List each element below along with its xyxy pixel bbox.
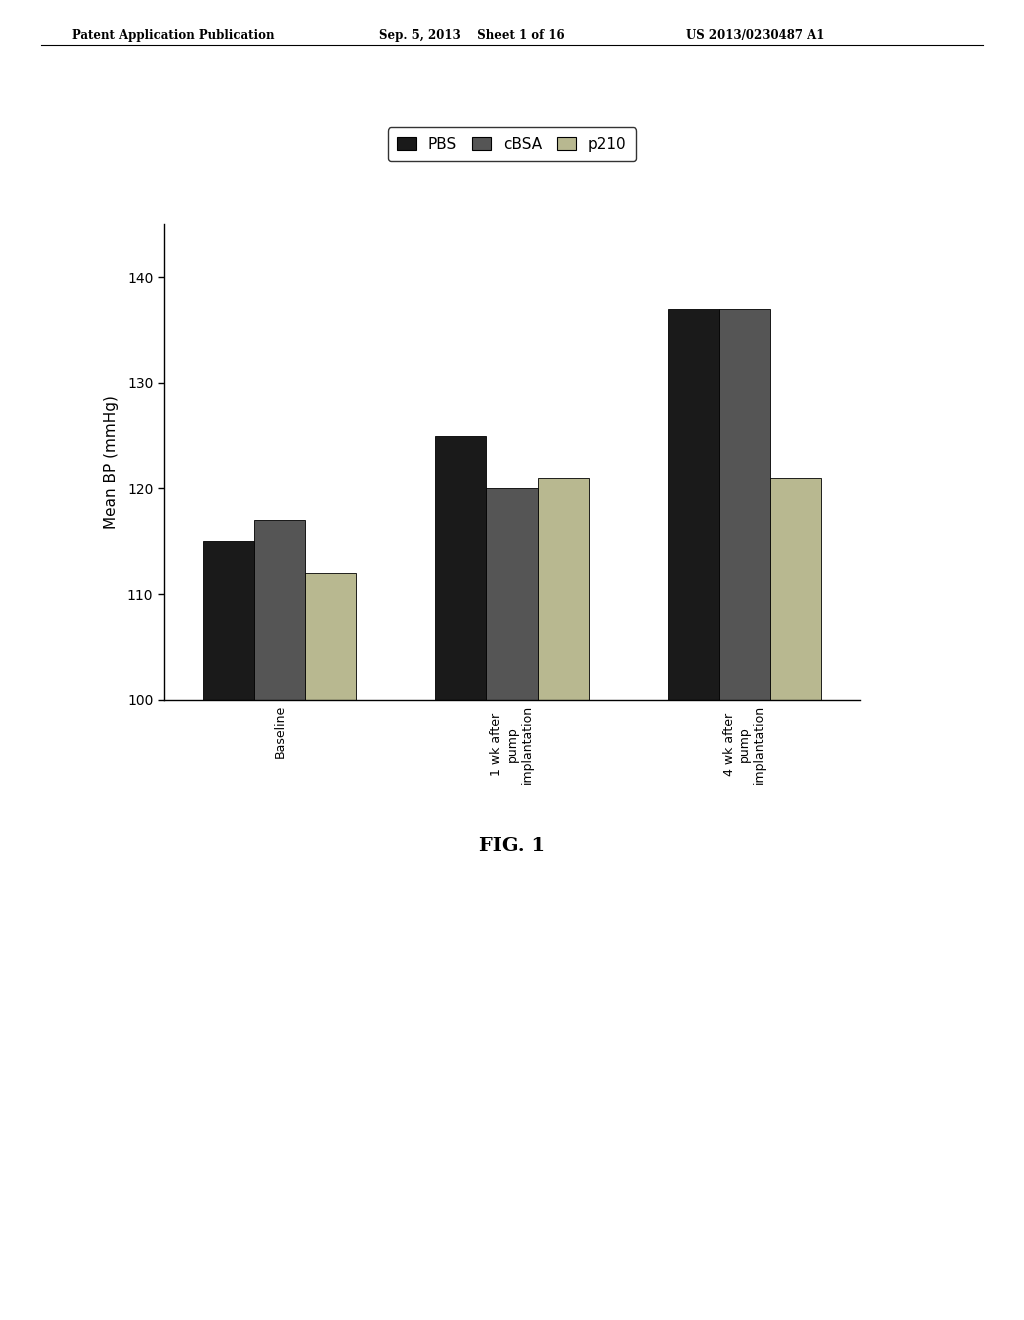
Bar <box>204 541 254 700</box>
Text: Sep. 5, 2013    Sheet 1 of 16: Sep. 5, 2013 Sheet 1 of 16 <box>379 29 564 42</box>
Bar <box>770 478 820 700</box>
Y-axis label: Mean BP (mmHg): Mean BP (mmHg) <box>103 395 119 529</box>
Text: FIG. 1: FIG. 1 <box>479 837 545 855</box>
Bar <box>668 309 719 700</box>
Legend: PBS, cBSA, p210: PBS, cBSA, p210 <box>388 128 636 161</box>
Bar <box>538 478 589 700</box>
Bar <box>435 436 486 700</box>
Text: US 2013/0230487 A1: US 2013/0230487 A1 <box>686 29 824 42</box>
Bar <box>719 309 770 700</box>
Bar <box>254 520 305 700</box>
Text: Patent Application Publication: Patent Application Publication <box>72 29 274 42</box>
Bar <box>305 573 356 700</box>
Bar <box>486 488 538 700</box>
